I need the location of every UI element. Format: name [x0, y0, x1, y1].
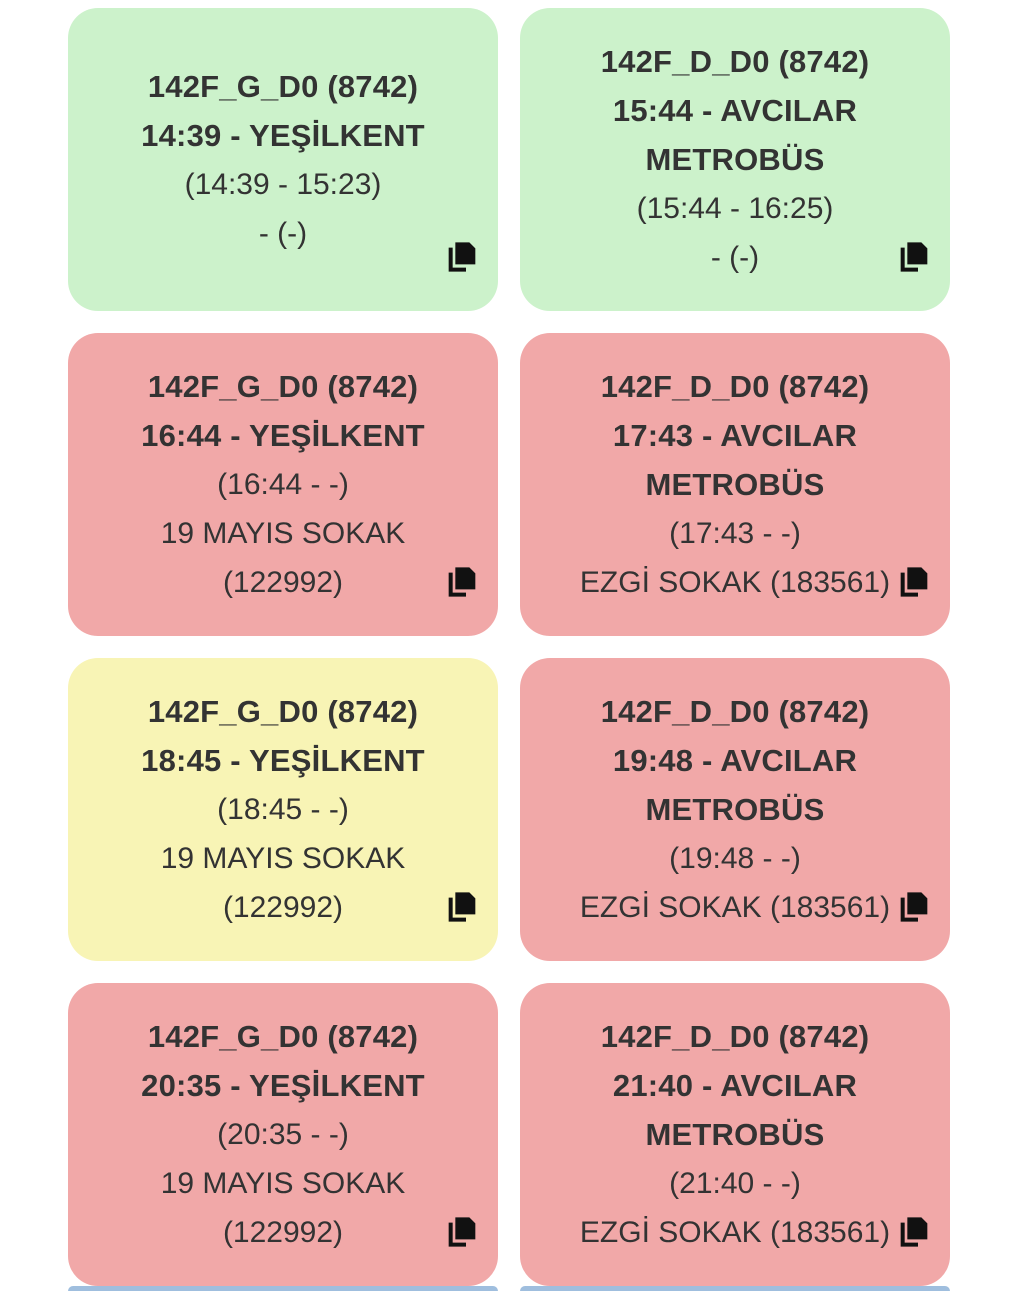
trip-time-window: (20:35 - -): [217, 1118, 349, 1151]
copy-icon[interactable]: [446, 889, 478, 925]
trip-departure: 18:45 - YEŞİLKENT: [141, 743, 425, 778]
trip-card[interactable]: 142F_D_D0 (8742) 17:43 - AVCILAR METROBÜ…: [520, 333, 950, 636]
copy-icon[interactable]: [446, 564, 478, 600]
trip-card[interactable]: 142F_G_D0 (8742) 18:45 - YEŞİLKENT (18:4…: [68, 658, 498, 961]
trip-time-window: (18:45 - -): [217, 793, 349, 826]
trip-stop: 19 MAYIS SOKAK (122992): [160, 1167, 406, 1249]
next-card-peek: [68, 1286, 498, 1291]
copy-icon[interactable]: [446, 1214, 478, 1250]
trip-card[interactable]: 142F_D_D0 (8742) 19:48 - AVCILAR METROBÜ…: [520, 658, 950, 961]
trip-departure: 16:44 - YEŞİLKENT: [141, 418, 425, 453]
trip-code: 142F_G_D0 (8742): [147, 369, 419, 404]
next-card-peek: [520, 1286, 950, 1291]
trip-time-window: (15:44 - 16:25): [636, 192, 834, 225]
copy-icon[interactable]: [446, 239, 478, 275]
copy-icon[interactable]: [898, 239, 930, 275]
trip-code: 142F_G_D0 (8742): [147, 68, 419, 104]
trip-code: 142F_D_D0 (8742): [600, 1019, 870, 1054]
trip-departure: 15:44 - AVCILAR METROBÜS: [612, 93, 858, 177]
copy-icon[interactable]: [898, 564, 930, 600]
copy-icon[interactable]: [898, 889, 930, 925]
trip-code: 142F_D_D0 (8742): [600, 44, 870, 79]
trip-card-grid: 142F_G_D0 (8742) 14:39 - YEŞİLKENT (14:3…: [68, 8, 950, 1286]
trip-card[interactable]: 142F_G_D0 (8742) 14:39 - YEŞİLKENT (14:3…: [68, 8, 498, 311]
trip-stop: - (-): [710, 241, 760, 274]
trip-time-window: (19:48 - -): [669, 842, 801, 875]
trip-time-window: (14:39 - 15:23): [184, 167, 382, 201]
trip-departure: 14:39 - YEŞİLKENT: [141, 117, 425, 153]
trip-departure: 20:35 - YEŞİLKENT: [141, 1068, 425, 1103]
trip-code: 142F_D_D0 (8742): [600, 694, 870, 729]
trip-stop: 19 MAYIS SOKAK (122992): [160, 842, 406, 924]
trip-card[interactable]: 142F_D_D0 (8742) 15:44 - AVCILAR METROBÜ…: [520, 8, 950, 311]
trip-departure: 21:40 - AVCILAR METROBÜS: [612, 1068, 858, 1152]
trip-stop: EZGİ SOKAK (183561): [579, 891, 891, 924]
trip-stop: - (-): [258, 216, 308, 250]
trip-departure: 19:48 - AVCILAR METROBÜS: [612, 743, 858, 827]
trip-time-window: (21:40 - -): [669, 1167, 801, 1200]
trip-card[interactable]: 142F_D_D0 (8742) 21:40 - AVCILAR METROBÜ…: [520, 983, 950, 1286]
trip-time-window: (16:44 - -): [217, 468, 349, 501]
trip-stop: EZGİ SOKAK (183561): [579, 566, 891, 599]
trip-card[interactable]: 142F_G_D0 (8742) 16:44 - YEŞİLKENT (16:4…: [68, 333, 498, 636]
trip-code: 142F_G_D0 (8742): [147, 694, 419, 729]
trip-stop: EZGİ SOKAK (183561): [579, 1216, 891, 1249]
trip-time-window: (17:43 - -): [669, 517, 801, 550]
copy-icon[interactable]: [898, 1214, 930, 1250]
trip-code: 142F_D_D0 (8742): [600, 369, 870, 404]
trip-card[interactable]: 142F_G_D0 (8742) 20:35 - YEŞİLKENT (20:3…: [68, 983, 498, 1286]
trip-departure: 17:43 - AVCILAR METROBÜS: [612, 418, 858, 502]
trip-code: 142F_G_D0 (8742): [147, 1019, 419, 1054]
trip-stop: 19 MAYIS SOKAK (122992): [160, 517, 406, 599]
